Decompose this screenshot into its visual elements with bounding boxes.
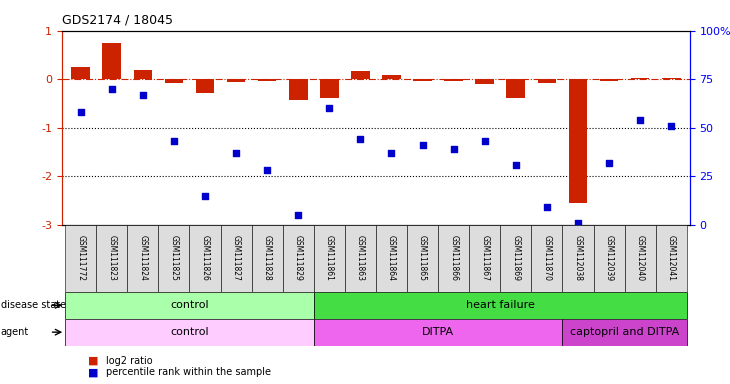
Point: [385, 150, 397, 156]
Bar: [407, 225, 438, 292]
Bar: [631, 78, 650, 79]
Text: captopril and DITPA: captopril and DITPA: [570, 327, 679, 337]
Point: [541, 204, 553, 210]
Point: [417, 142, 429, 148]
Text: GSM111866: GSM111866: [449, 235, 458, 281]
Bar: [96, 225, 127, 292]
Text: GSM111828: GSM111828: [263, 235, 272, 281]
Bar: [469, 225, 500, 292]
Point: [665, 122, 677, 129]
Text: control: control: [170, 300, 209, 310]
Bar: [258, 79, 277, 81]
Bar: [314, 292, 687, 319]
Bar: [283, 225, 314, 292]
Bar: [600, 79, 618, 81]
Text: GSM111861: GSM111861: [325, 235, 334, 281]
Text: GSM111825: GSM111825: [169, 235, 178, 281]
Bar: [345, 225, 376, 292]
Point: [75, 109, 87, 115]
Text: percentile rank within the sample: percentile rank within the sample: [106, 367, 271, 377]
Point: [199, 192, 211, 199]
Text: GSM111826: GSM111826: [201, 235, 210, 281]
Text: agent: agent: [1, 327, 29, 337]
Bar: [562, 225, 593, 292]
Bar: [593, 225, 625, 292]
Text: disease state: disease state: [1, 300, 66, 310]
Bar: [376, 225, 407, 292]
Text: DITPA: DITPA: [422, 327, 454, 337]
Bar: [196, 79, 215, 93]
Text: GSM111865: GSM111865: [418, 235, 427, 281]
Bar: [351, 71, 369, 79]
Bar: [445, 79, 463, 81]
Text: GSM111827: GSM111827: [231, 235, 241, 281]
Text: control: control: [170, 327, 209, 337]
Text: ■: ■: [88, 367, 98, 377]
Point: [137, 92, 149, 98]
Bar: [158, 225, 190, 292]
Bar: [134, 71, 152, 79]
Bar: [569, 79, 588, 203]
Bar: [190, 225, 220, 292]
Text: GSM111863: GSM111863: [356, 235, 365, 281]
Text: GSM111772: GSM111772: [76, 235, 85, 281]
Text: log2 ratio: log2 ratio: [106, 356, 153, 366]
Bar: [252, 225, 283, 292]
Text: GSM111867: GSM111867: [480, 235, 489, 281]
Bar: [314, 319, 562, 346]
Point: [261, 167, 273, 174]
Bar: [320, 79, 339, 98]
Point: [355, 136, 366, 142]
Point: [603, 159, 615, 166]
Text: GSM111824: GSM111824: [139, 235, 147, 281]
Text: GSM112041: GSM112041: [666, 235, 676, 281]
Point: [572, 220, 584, 226]
Bar: [500, 225, 531, 292]
Text: heart failure: heart failure: [466, 300, 534, 310]
Text: GSM112038: GSM112038: [574, 235, 583, 281]
Bar: [475, 79, 494, 84]
Point: [323, 105, 335, 111]
Bar: [562, 319, 687, 346]
Bar: [413, 79, 432, 81]
Bar: [65, 225, 96, 292]
Point: [634, 117, 646, 123]
Text: GSM111864: GSM111864: [387, 235, 396, 281]
Point: [106, 86, 118, 92]
Bar: [438, 225, 469, 292]
Point: [479, 138, 491, 144]
Bar: [314, 225, 345, 292]
Text: GSM111869: GSM111869: [511, 235, 520, 281]
Bar: [383, 75, 401, 79]
Bar: [537, 79, 556, 83]
Text: GSM112039: GSM112039: [604, 235, 613, 281]
Bar: [65, 319, 314, 346]
Bar: [656, 225, 687, 292]
Bar: [227, 79, 245, 82]
Bar: [289, 79, 307, 99]
Bar: [102, 43, 121, 79]
Text: GSM112040: GSM112040: [636, 235, 645, 281]
Point: [293, 212, 304, 218]
Text: ■: ■: [88, 356, 98, 366]
Point: [230, 150, 242, 156]
Bar: [662, 78, 680, 79]
Text: GSM111823: GSM111823: [107, 235, 116, 281]
Bar: [127, 225, 158, 292]
Bar: [220, 225, 252, 292]
Point: [510, 161, 522, 167]
Bar: [625, 225, 656, 292]
Bar: [507, 79, 525, 98]
Text: GDS2174 / 18045: GDS2174 / 18045: [62, 14, 173, 27]
Point: [168, 138, 180, 144]
Text: GSM111870: GSM111870: [542, 235, 551, 281]
Point: [447, 146, 459, 152]
Bar: [164, 79, 183, 83]
Bar: [72, 67, 90, 79]
Bar: [65, 292, 314, 319]
Bar: [531, 225, 562, 292]
Text: GSM111829: GSM111829: [293, 235, 303, 281]
